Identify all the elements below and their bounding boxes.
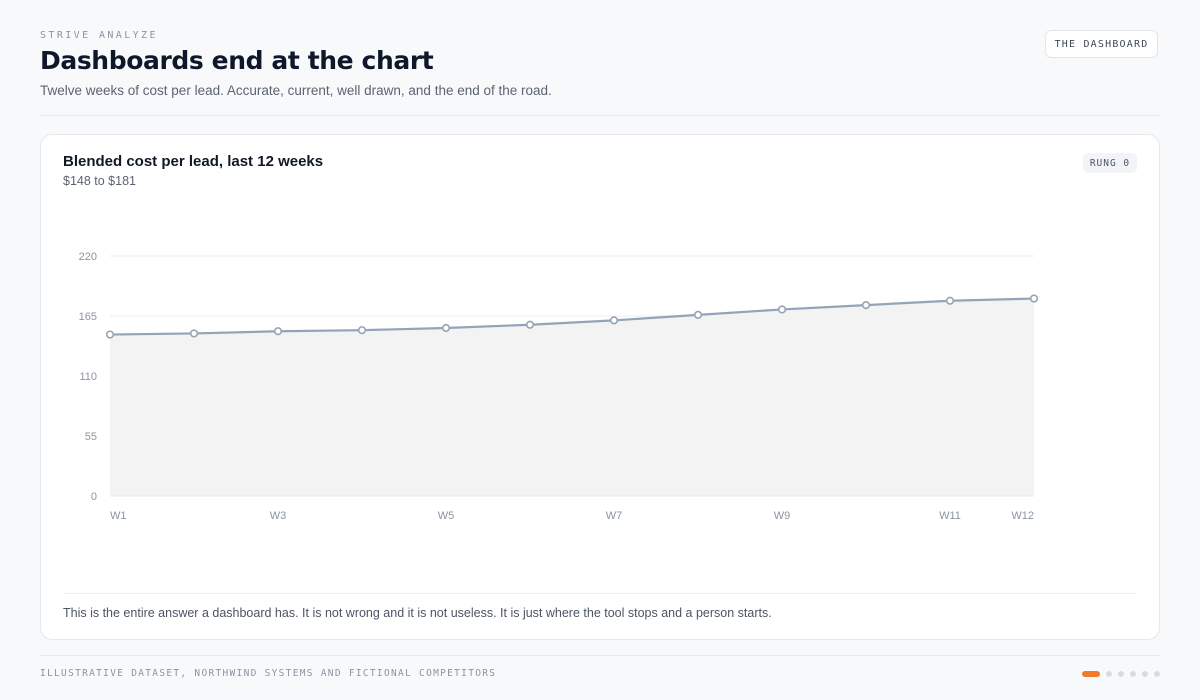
page-title: Dashboards end at the chart [40,46,434,75]
series-area [110,298,1034,496]
y-tick-label: 110 [79,371,97,383]
y-tick-label: 55 [85,431,97,443]
chart-card: Blended cost per lead, last 12 weeks $14… [40,134,1160,640]
data-point [441,323,451,333]
pagination-dot[interactable] [1118,671,1124,677]
footer-caption: ILLUSTRATIVE DATASET, NORTHWIND SYSTEMS … [40,668,497,679]
x-tick-label: W7 [606,510,623,522]
x-tick-label: W1 [110,510,127,522]
x-tick-label: W11 [939,510,961,522]
page-subtitle: Twelve weeks of cost per lead. Accurate,… [40,83,552,98]
data-point [357,326,367,335]
dashboard-badge: THE DASHBOARD [1045,30,1158,58]
pagination-dot[interactable] [1130,671,1136,677]
data-point [693,310,703,320]
chart-title: Blended cost per lead, last 12 weeks [63,153,324,170]
data-point [1029,294,1039,303]
data-point [273,327,283,336]
y-tick-label: 165 [79,311,97,323]
rung-badge: RUNG 0 [1083,153,1137,173]
data-point [189,329,199,338]
data-point [609,316,619,325]
data-point [777,305,787,314]
y-tick-label: 220 [79,251,97,263]
chart-note: This is the entire answer a dashboard ha… [63,606,772,620]
cost-per-lead-chart: 0 55 110 165 220 W1 W3 W5 W7 W9 W11 W12 [79,251,1039,522]
data-point [861,300,871,310]
pagination-dot-active[interactable] [1082,671,1100,677]
pagination-dot[interactable] [1142,671,1148,677]
series-line [109,297,1035,336]
x-tick-label: W3 [270,510,287,522]
x-tick-label: W12 [1011,510,1034,522]
pagination-dot[interactable] [1106,671,1112,677]
x-tick-label: W9 [774,510,791,522]
data-point [525,320,535,329]
data-point [105,330,115,339]
data-point [945,296,955,305]
header-divider [40,115,1160,116]
card-divider [63,593,1137,594]
y-tick-label: 0 [91,491,97,503]
footer-divider [40,655,1160,656]
chart-range-label: $148 to $181 [63,174,136,188]
pagination-dot[interactable] [1154,671,1160,677]
eyebrow-label: STRIVE ANALYZE [40,30,158,41]
pagination-dots [1082,671,1160,677]
x-tick-label: W5 [438,510,455,522]
